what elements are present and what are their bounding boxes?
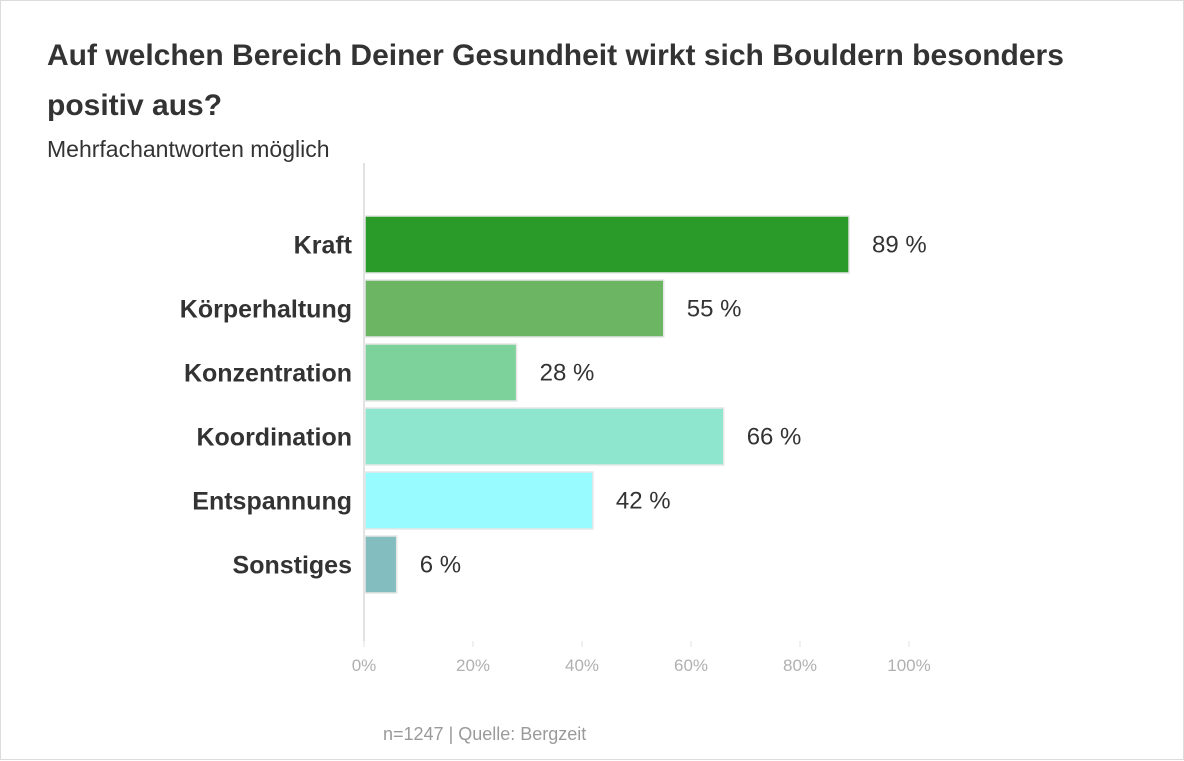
category-label: Entspannung xyxy=(192,488,352,516)
category-label: Sonstiges xyxy=(233,552,352,580)
x-tick-label: 40% xyxy=(565,656,599,675)
chart-title: Auf welchen Bereich Deiner Gesundheit wi… xyxy=(47,39,1064,122)
bar-2 xyxy=(364,279,665,338)
value-label: 28 % xyxy=(540,360,595,387)
bar-5 xyxy=(364,471,594,530)
category-label: Kraft xyxy=(294,232,353,260)
category-label: Koordination xyxy=(196,424,352,452)
value-label: 55 % xyxy=(687,296,742,323)
source-note: n=1247 | Quelle: Bergzeit xyxy=(383,724,587,744)
value-label: 42 % xyxy=(616,488,671,515)
value-label: 89 % xyxy=(872,232,927,259)
category-label: Körperhaltung xyxy=(180,296,352,324)
x-tick-label: 80% xyxy=(783,656,817,675)
bar-6 xyxy=(364,535,398,594)
bar-4 xyxy=(364,407,725,466)
value-label: 6 % xyxy=(420,552,461,579)
chart-subtitle: Mehrfachantworten möglich xyxy=(47,136,330,162)
bar-3 xyxy=(364,343,518,402)
value-label: 66 % xyxy=(747,424,802,451)
x-tick-label: 0% xyxy=(352,656,377,675)
x-tick-label: 60% xyxy=(674,656,708,675)
category-label: Konzentration xyxy=(184,360,352,388)
x-tick-label: 100% xyxy=(887,656,930,675)
x-tick-label: 20% xyxy=(456,656,490,675)
bar-1 xyxy=(364,215,850,274)
